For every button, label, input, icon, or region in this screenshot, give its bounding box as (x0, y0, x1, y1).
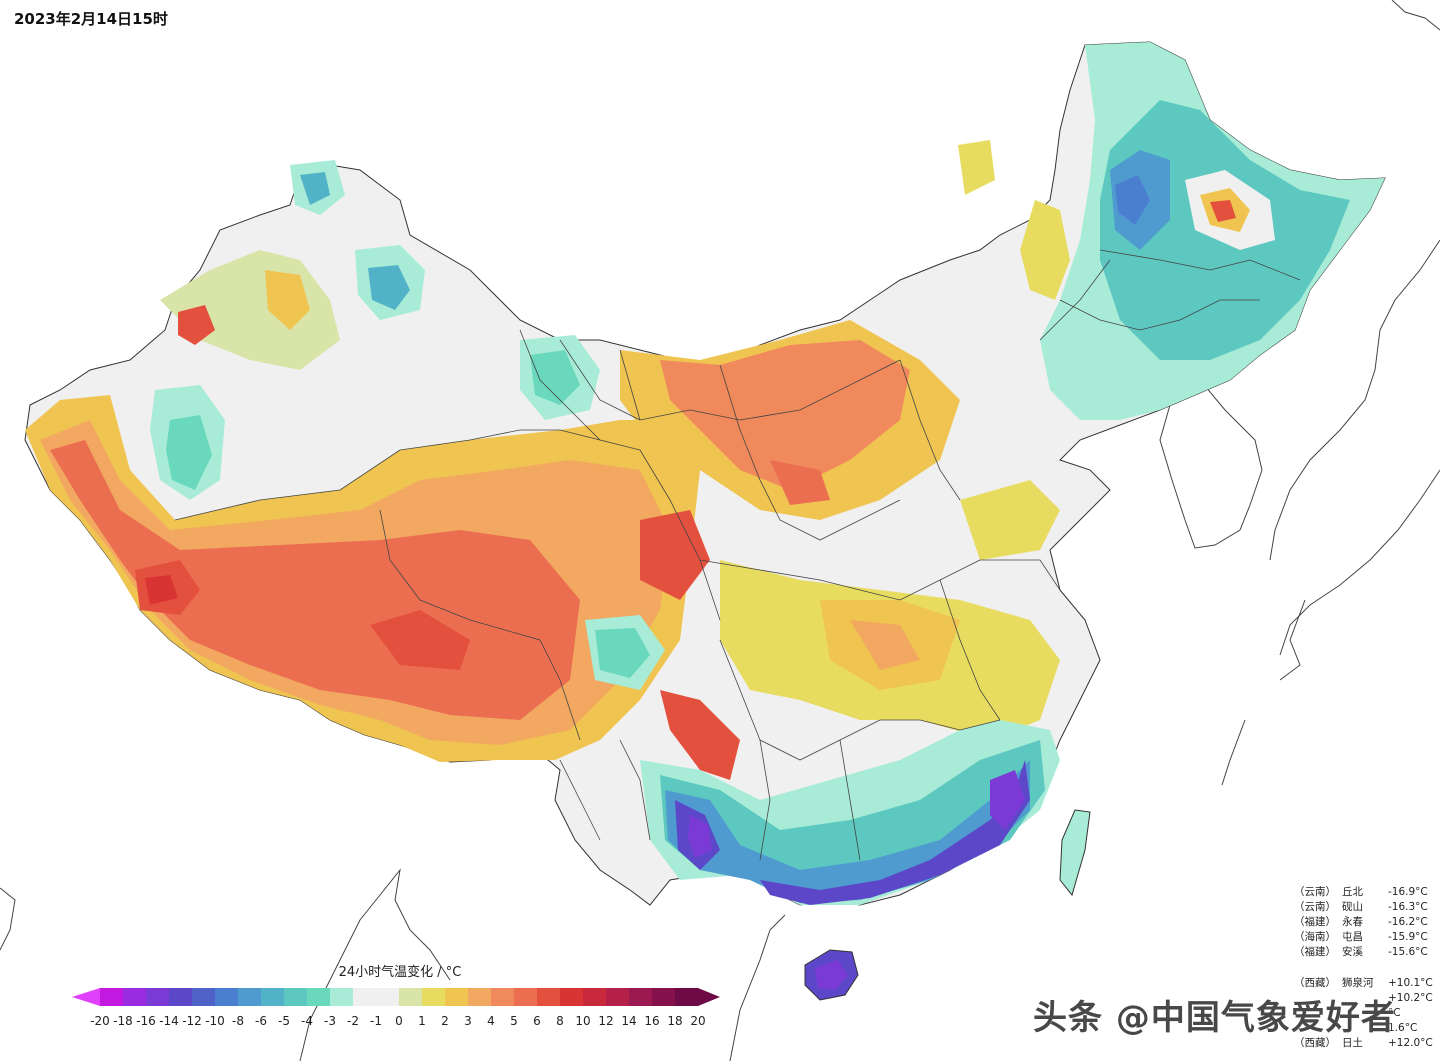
station-name: 屯昌 (1342, 931, 1363, 943)
legend-tick-label: -3 (324, 1014, 336, 1028)
legend-tick-label: -6 (255, 1014, 267, 1028)
colorbar-segment (675, 988, 699, 1006)
legend-tick-label: -8 (232, 1014, 244, 1028)
station-value: °C (1388, 1007, 1401, 1019)
legend-tick-label: 10 (575, 1014, 591, 1028)
legend-tick-label: 6 (533, 1014, 541, 1028)
station-name: 砚山 (1342, 901, 1363, 913)
colorbar-segment (100, 988, 124, 1006)
colorbar-segment (606, 988, 630, 1006)
station-row: （云南） 砚山 -16.3°C (1294, 900, 1440, 915)
legend-tick-label: 2 (441, 1014, 449, 1028)
station-row: 1.6°C (1294, 1021, 1440, 1036)
station-row: （福建） 永春 -16.2°C (1294, 915, 1440, 930)
station-row: （海南） 屯昌 -15.9°C (1294, 930, 1440, 945)
legend-tick-label: -4 (301, 1014, 313, 1028)
legend-tick-label: 3 (464, 1014, 472, 1028)
station-row: （西藏） 日土 +12.0°C (1294, 1036, 1440, 1051)
legend-tick-label: 12 (598, 1014, 614, 1028)
colorbar-segment (560, 988, 584, 1006)
legend-tick-labels: -20 -18 -16 -14 -12 -10 -8 -6 -5 -4 -3 -2 -1 0 1 2 3 4 5 6 8… (0, 1014, 760, 1032)
station-province: （海南） (1294, 931, 1336, 943)
colorbar-segment (399, 988, 423, 1006)
station-row: +10.2°C (1294, 991, 1440, 1006)
legend-tick-label: 0 (395, 1014, 403, 1028)
legend-tick-label: 5 (510, 1014, 518, 1028)
station-province: （云南） (1294, 886, 1336, 898)
station-row: °C (1294, 1006, 1440, 1021)
colorbar-segment (261, 988, 285, 1006)
station-value: -16.2°C (1388, 916, 1428, 928)
colorbar-segment (583, 988, 607, 1006)
legend-tick-label: 8 (556, 1014, 564, 1028)
legend-tick-label: -16 (136, 1014, 156, 1028)
legend-tick-label: 14 (621, 1014, 637, 1028)
station-value: -16.9°C (1388, 886, 1428, 898)
legend-title: 24小时气温变化 / °C (338, 965, 462, 980)
colorbar-segment (514, 988, 538, 1006)
colorbar-segment (652, 988, 676, 1006)
legend-tick-label: -10 (205, 1014, 225, 1028)
colorbar-segment (284, 988, 308, 1006)
legend-tick-label: -2 (347, 1014, 359, 1028)
legend-tick-label: 1 (418, 1014, 426, 1028)
legend-tick-label: 16 (644, 1014, 660, 1028)
province-borders (174, 249, 1301, 861)
colorbar-segment (445, 988, 469, 1006)
station-row: （西藏） 狮泉河 +10.1°C (1294, 976, 1440, 991)
station-value: +10.1°C (1388, 977, 1433, 989)
colorbar-segment (169, 988, 193, 1006)
colorbar-segment (376, 988, 400, 1006)
station-value: -16.3°C (1388, 901, 1428, 913)
temperature-shading (25, 42, 1385, 1001)
station-value: -15.9°C (1388, 931, 1428, 943)
station-value: 1.6°C (1388, 1022, 1418, 1034)
colorbar-arrow-low (72, 988, 100, 1006)
legend-tick-label: -5 (278, 1014, 290, 1028)
station-province: （福建） (1294, 946, 1336, 958)
map-timestamp: 2023年2月14日15时 (14, 10, 168, 28)
station-list: （云南） 丘北 -16.9°C （云南） 砚山 -16.3°C （福建） 永春 … (1294, 885, 1440, 1051)
station-name: 安溪 (1342, 946, 1363, 958)
legend-tick-label: -1 (370, 1014, 382, 1028)
colorbar-segment (537, 988, 561, 1006)
station-name: 狮泉河 (1342, 977, 1374, 989)
station-row: （福建） 安溪 -15.6°C (1294, 945, 1440, 960)
legend-tick-label: 20 (690, 1014, 706, 1028)
station-province: （云南） (1294, 901, 1336, 913)
watermark: 头条 @中国气象爱好者 (1033, 998, 1396, 1038)
colorbar-segment (353, 988, 377, 1006)
colorbar-segment (123, 988, 147, 1006)
colorbar-segment (238, 988, 262, 1006)
colorbar-arrow-high (698, 988, 720, 1006)
colorbar-segment (307, 988, 331, 1006)
colorbar-segment (629, 988, 653, 1006)
colorbar-segment (468, 988, 492, 1006)
station-value: +10.2°C (1388, 992, 1433, 1004)
colorbar-segment (215, 988, 239, 1006)
legend-colorbar (72, 988, 720, 1006)
station-province: （福建） (1294, 916, 1336, 928)
colorbar-segment (422, 988, 446, 1006)
station-name: 日土 (1342, 1037, 1363, 1049)
colorbar-segment (330, 988, 354, 1006)
legend-tick-label: 18 (667, 1014, 683, 1028)
legend-tick-label: 4 (487, 1014, 495, 1028)
station-row: （云南） 丘北 -16.9°C (1294, 885, 1440, 900)
station-name: 永春 (1342, 916, 1363, 928)
colorbar-segment (491, 988, 515, 1006)
colorbar-segment (192, 988, 216, 1006)
legend-tick-label: -14 (159, 1014, 179, 1028)
station-province: （西藏） (1294, 1037, 1336, 1049)
station-value: +12.0°C (1388, 1037, 1433, 1049)
colorbar-segment (146, 988, 170, 1006)
station-value: -15.6°C (1388, 946, 1428, 958)
legend-tick-label: -20 (90, 1014, 110, 1028)
legend-tick-label: -18 (113, 1014, 133, 1028)
station-province: （西藏） (1294, 977, 1336, 989)
station-name: 丘北 (1342, 886, 1363, 898)
legend-tick-label: -12 (182, 1014, 202, 1028)
